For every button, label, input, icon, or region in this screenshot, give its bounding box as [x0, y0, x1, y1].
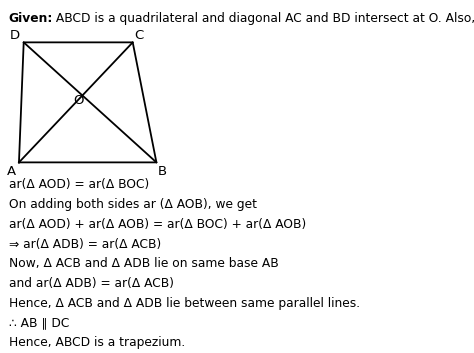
- Text: Hence, Δ ACB and Δ ADB lie between same parallel lines.: Hence, Δ ACB and Δ ADB lie between same …: [9, 297, 360, 310]
- Text: ∴ AB ∥ DC: ∴ AB ∥ DC: [9, 317, 69, 330]
- Text: Hence, ABCD is a trapezium.: Hence, ABCD is a trapezium.: [9, 336, 185, 349]
- Text: D: D: [10, 29, 20, 42]
- Text: On adding both sides ar (Δ AOB), we get: On adding both sides ar (Δ AOB), we get: [9, 198, 256, 211]
- Text: C: C: [134, 29, 143, 42]
- Text: A: A: [7, 165, 17, 178]
- Text: ar(Δ AOD) = ar(Δ BOC): ar(Δ AOD) = ar(Δ BOC): [9, 178, 149, 191]
- Text: ⇒ ar(Δ ADB) = ar(Δ ACB): ⇒ ar(Δ ADB) = ar(Δ ACB): [9, 238, 161, 251]
- Text: ABCD is a quadrilateral and diagonal AC and BD intersect at O. Also,: ABCD is a quadrilateral and diagonal AC …: [52, 12, 474, 25]
- Text: O: O: [73, 94, 83, 107]
- Text: ar(Δ AOD) + ar(Δ AOB) = ar(Δ BOC) + ar(Δ AOB): ar(Δ AOD) + ar(Δ AOB) = ar(Δ BOC) + ar(Δ…: [9, 218, 306, 231]
- Text: B: B: [157, 165, 167, 178]
- Text: Now, Δ ACB and Δ ADB lie on same base AB: Now, Δ ACB and Δ ADB lie on same base AB: [9, 257, 278, 270]
- Text: and ar(Δ ADB) = ar(Δ ACB): and ar(Δ ADB) = ar(Δ ACB): [9, 277, 173, 290]
- Text: Given:: Given:: [9, 12, 53, 25]
